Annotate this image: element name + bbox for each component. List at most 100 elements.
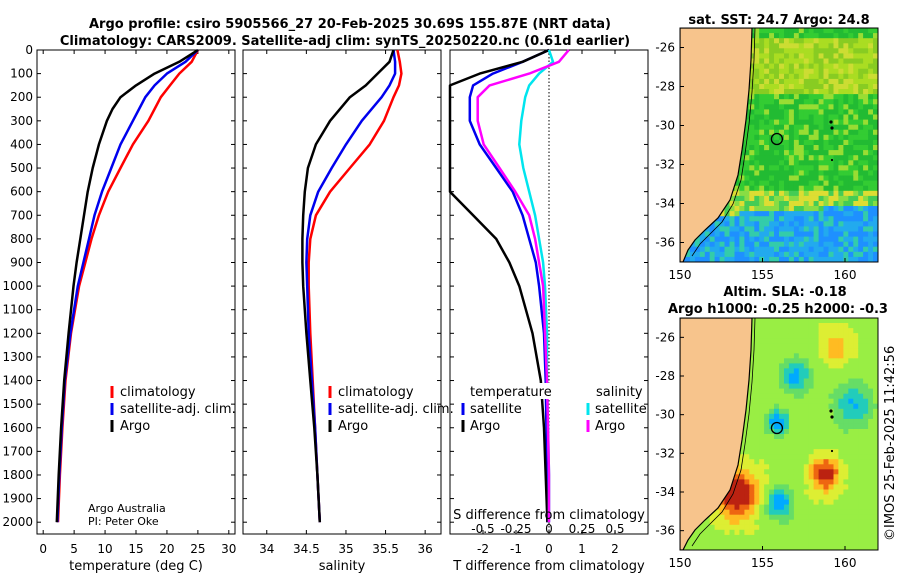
map-cell (769, 124, 775, 131)
map-cell (764, 393, 770, 400)
map-cell (848, 221, 854, 227)
map-cell (784, 134, 790, 141)
map-cell (724, 206, 730, 212)
map-cell (853, 94, 859, 100)
map-cell (833, 358, 839, 364)
map-cell (754, 499, 760, 506)
map-cell (833, 388, 839, 395)
map-cell (749, 469, 755, 475)
map-cell (784, 444, 790, 450)
map-cell (873, 494, 878, 501)
map-cell (833, 185, 839, 192)
map-cell (774, 129, 780, 136)
map-cell (784, 139, 790, 146)
map-cell (848, 504, 854, 511)
map-cell (759, 348, 765, 354)
map-cell (803, 109, 810, 116)
map-cell (798, 338, 805, 344)
map-cell (863, 221, 869, 227)
map-cell (823, 221, 829, 227)
map-cell (808, 338, 815, 344)
map-cell (813, 206, 820, 212)
map-cell (749, 201, 755, 207)
map-cell (764, 160, 770, 166)
map-cell (823, 150, 829, 156)
map-cell (848, 231, 854, 238)
map-cell (779, 129, 785, 136)
map-cell (813, 185, 820, 192)
map-cell (823, 489, 829, 496)
map-cell (769, 368, 775, 374)
map-cell (848, 104, 854, 110)
map-cell (858, 484, 864, 490)
map-cell (793, 48, 800, 54)
map-cell (803, 378, 810, 385)
map-cell (813, 484, 820, 490)
map-cell (808, 180, 815, 187)
map-cell (709, 524, 716, 531)
map-cell (798, 28, 805, 34)
map-cell (719, 519, 726, 526)
map-cell (784, 333, 790, 339)
map-cell (873, 534, 878, 541)
map-cell (739, 479, 745, 485)
map-cell (863, 89, 869, 95)
map-cell (858, 38, 864, 44)
map-cell (754, 216, 760, 222)
map-cell (803, 545, 810, 550)
map-cell (863, 185, 869, 192)
map-cell (793, 479, 800, 485)
map-cell (788, 383, 795, 390)
map-cell (833, 63, 839, 70)
map-cell (858, 160, 864, 166)
map-cell (868, 514, 874, 521)
map-cell (833, 328, 839, 334)
map-cell (858, 534, 864, 541)
map-cell (739, 190, 745, 197)
map-cell (749, 236, 755, 243)
map-cell (769, 403, 775, 410)
map-cell (769, 504, 775, 511)
map-cell (823, 231, 829, 238)
map-cell (858, 78, 864, 85)
map-cell (749, 58, 755, 65)
map-cell (774, 383, 780, 390)
map-cell (774, 175, 780, 182)
map-cell (764, 408, 770, 415)
map-cell (843, 444, 849, 450)
map-cell (833, 180, 839, 187)
map-cell (793, 459, 800, 465)
map-cell (828, 333, 834, 339)
map-cell (803, 145, 810, 151)
map-cell (769, 348, 775, 354)
map-cell (714, 241, 721, 248)
map-cell (769, 539, 775, 546)
map-cell (793, 134, 800, 141)
map-cell (774, 429, 780, 435)
map-cell (818, 256, 825, 262)
map-cell (764, 180, 770, 187)
map-cell (793, 545, 800, 550)
map-cell (788, 78, 795, 85)
map-cell (843, 353, 849, 359)
map-cell (828, 353, 834, 359)
map-cell (838, 99, 844, 105)
map-cell (764, 333, 770, 339)
map-cell (764, 231, 770, 238)
map-cell (848, 256, 854, 262)
map-cell (779, 99, 785, 105)
map-cell (863, 78, 869, 85)
map-cell (843, 343, 849, 349)
map-cell (838, 484, 844, 490)
map-cell (853, 129, 859, 136)
map-cell (803, 114, 810, 121)
map-cell (868, 48, 874, 54)
map-cell (774, 48, 780, 54)
x-tick-label-top: 0.25 (569, 522, 596, 536)
map-cell (724, 216, 730, 222)
map-cell (699, 529, 706, 536)
map-cell (774, 333, 780, 339)
map-cell (808, 114, 815, 121)
map-cell (803, 539, 810, 546)
map-cell (858, 73, 864, 80)
